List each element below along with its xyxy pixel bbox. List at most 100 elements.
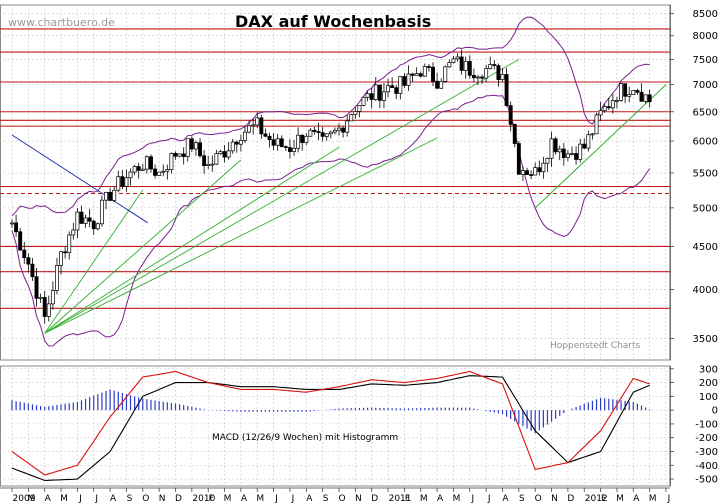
candle-body — [570, 153, 574, 155]
candle-body — [337, 127, 341, 131]
candle-body — [476, 76, 480, 79]
candle-body — [398, 76, 403, 94]
macd-y-tick-label: 100 — [699, 392, 718, 403]
candle-body — [590, 133, 595, 136]
candle-body — [26, 257, 31, 265]
candle-body — [357, 105, 362, 112]
candle-body — [259, 117, 264, 135]
candle-body — [492, 64, 497, 66]
x-tick-label: M — [60, 494, 68, 503]
candle-body — [10, 222, 14, 225]
candle-body — [22, 249, 27, 259]
candle-body — [447, 62, 452, 68]
x-tick-label: M — [256, 494, 264, 503]
candle-body — [561, 148, 566, 158]
candle-body — [230, 141, 235, 152]
candle-body — [610, 100, 615, 109]
candle-body — [165, 169, 170, 172]
candle-body — [251, 124, 256, 127]
source-label: www.chartbuero.de — [8, 16, 115, 29]
candle-body — [488, 64, 493, 69]
candle-body — [353, 111, 358, 115]
candle-body — [189, 138, 194, 150]
candle-body — [79, 211, 84, 224]
candle-body — [349, 114, 354, 122]
downtrend-line-2009 — [11, 134, 148, 224]
candle-body — [504, 74, 509, 106]
x-tick-label: O — [142, 494, 149, 503]
trend-fan-line — [44, 189, 144, 334]
y-tick-label: 4000 — [693, 285, 718, 296]
candle-body — [455, 56, 460, 60]
x-tick-label: 2011 — [389, 494, 412, 503]
x-tick-label: O — [535, 494, 542, 503]
x-tick-label: D — [567, 494, 574, 503]
candle-body — [373, 84, 378, 100]
candle-body — [386, 85, 391, 93]
x-tick-label: S — [127, 494, 133, 503]
candle-body — [418, 73, 423, 77]
candle-body — [59, 251, 64, 266]
candle-body — [341, 127, 346, 133]
candle-body — [365, 93, 370, 98]
x-tick-label: M — [420, 494, 428, 503]
candle-body — [218, 151, 223, 154]
candle-body — [394, 87, 399, 94]
candle-body — [222, 151, 227, 158]
candle-body — [42, 297, 47, 317]
candle-body — [390, 85, 395, 89]
candle-body — [210, 163, 215, 166]
candle-body — [279, 138, 284, 147]
y-tick-label: 6500 — [693, 107, 718, 118]
y-tick-label: 8500 — [693, 9, 718, 20]
candle-body — [149, 156, 153, 170]
candle-body — [75, 211, 80, 231]
candle-body — [206, 164, 211, 166]
candle-body — [300, 134, 305, 143]
candle-body — [451, 58, 456, 63]
candle-body — [30, 263, 35, 278]
x-tick-label: N — [159, 494, 166, 503]
x-tick-label: 2012 — [585, 494, 608, 503]
y-tick-label: 5000 — [693, 203, 718, 214]
candle-body — [67, 234, 72, 253]
candle-body — [586, 134, 591, 149]
candle-body — [431, 66, 435, 82]
candle-body — [480, 76, 485, 79]
watermark: Hoppenstedt Charts — [550, 341, 641, 351]
candle-body — [243, 131, 247, 141]
candle-body — [529, 174, 534, 176]
candle-body — [161, 170, 166, 173]
candle-body — [169, 153, 174, 170]
candle-body — [602, 106, 607, 111]
candle-body — [406, 73, 411, 86]
candle-body — [320, 132, 325, 137]
candle-body — [402, 76, 407, 86]
candle-body — [512, 124, 517, 144]
candle-body — [247, 125, 252, 133]
main-panel-frame — [0, 4, 671, 361]
macd-title: MACD (12/26/9 Wochen) mit Histogramm — [212, 433, 398, 443]
x-tick-label: A — [306, 494, 313, 503]
x-tick-label: M — [649, 494, 657, 503]
candle-body — [140, 168, 145, 171]
macd-y-tick-label: -200 — [695, 433, 718, 444]
trend-fan-line — [44, 146, 340, 334]
x-tick-label: J — [78, 494, 82, 503]
macd-y-tick-label: -500 — [695, 475, 718, 486]
macd-y-tick-label: -300 — [695, 447, 718, 458]
candle-body — [553, 138, 558, 153]
candle-body — [533, 167, 538, 176]
candle-body — [463, 61, 468, 71]
y-tick-label: 3500 — [693, 334, 718, 345]
x-tick-label: D — [371, 494, 378, 503]
candle-body — [157, 171, 162, 176]
candle-body — [508, 105, 513, 125]
candle-body — [46, 303, 51, 317]
candle-body — [361, 96, 366, 106]
candle-body — [614, 100, 619, 102]
candle-body — [71, 229, 76, 236]
candle-body — [177, 153, 182, 157]
x-tick-label: O — [338, 494, 345, 503]
